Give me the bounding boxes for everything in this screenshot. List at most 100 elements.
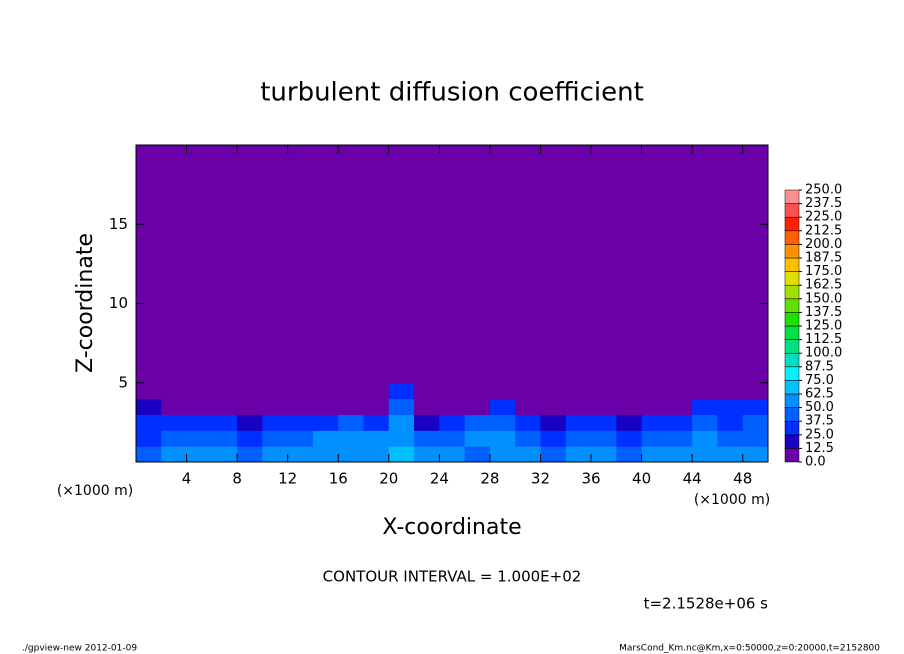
field-cell [338,366,365,384]
field-cell [464,430,491,447]
field-cell [515,398,541,415]
field-cell [338,398,365,415]
colorbar-label: 125.0 [805,319,842,334]
colorbar-label: 37.5 [805,414,834,429]
colorbar-label: 0.0 [805,455,826,470]
colorbar-band [784,352,800,368]
field-cell [540,446,567,463]
colorbar-label: 187.5 [805,251,842,266]
field-cell [641,366,668,384]
field-cell [742,398,769,415]
field-cell [641,398,668,415]
field-cell [414,430,440,447]
field-cell [287,382,314,400]
field-cell [363,414,390,431]
field-cell [312,398,339,415]
field-cell [489,351,516,368]
field-cell [414,366,440,384]
field-cell [211,382,238,400]
field-cell [464,351,491,368]
field-cell [211,398,238,415]
field-cell [363,430,390,447]
field-cell [591,446,617,463]
colorbar-label: 50.0 [805,400,834,415]
colorbar-band [784,380,800,395]
field-cell [287,446,314,463]
field-cell [388,414,415,431]
field-cell [186,398,213,415]
field-cell [515,430,541,447]
colorbar-band [784,203,800,218]
y-axis-label: Z-coordinate [73,233,98,373]
chart-title: turbulent diffusion coefficient [260,78,644,108]
field-cell [666,414,693,431]
colorbar-band [784,230,800,245]
field-cell [439,382,466,400]
colorbar-band [784,393,800,408]
field-cell [565,446,592,463]
field-cell [211,366,238,384]
field-cell [616,430,643,447]
field-cell [591,430,617,447]
field-cell [692,366,718,384]
field-cell [287,398,314,415]
field-cell [136,446,162,463]
field-cell [641,430,668,447]
y-tick-label: 15 [109,215,128,233]
field-cell [211,414,238,431]
field-cell [742,414,769,431]
field-cell [540,414,567,431]
field-cell [414,414,440,431]
x-tick-label: 40 [632,470,651,488]
field-cell [312,366,339,384]
colorbar-label: 62.5 [805,387,834,402]
field-cell [666,446,693,463]
colorbar-band [784,434,800,449]
field-cell [616,414,643,431]
colorbar-label: 75.0 [805,373,834,388]
field-cell [717,430,744,447]
field-cell [565,430,592,447]
colorbar-label: 150.0 [805,291,842,306]
colorbar-band [784,366,800,381]
field-cell [439,446,466,463]
field-cell [439,414,466,431]
field-cell [742,366,769,384]
field-cell [312,351,339,368]
field-cell [262,351,289,368]
colorbar-band [784,189,800,204]
field-cell [237,446,263,463]
field-cell [515,446,541,463]
field-cell [489,446,516,463]
field-cell [565,414,592,431]
field-cell [338,351,365,368]
field-cell [717,446,744,463]
contour-interval: CONTOUR INTERVAL = 1.000E+02 [323,568,582,586]
field-cell [464,414,491,431]
field-cell [439,366,466,384]
field-cell [363,446,390,463]
field-cell [338,414,365,431]
x-tick-label: 16 [329,470,348,488]
field-cell [237,398,263,415]
colorbar-label: 137.5 [805,305,842,320]
field-cell [262,446,289,463]
field-cell [312,446,339,463]
field-cell [692,430,718,447]
field-cell [616,446,643,463]
field-cell [414,446,440,463]
field-cell [287,414,314,431]
field-cell [388,446,415,463]
field-cell [161,398,188,415]
field-cell [439,430,466,447]
field-cell [262,382,289,400]
field-cell [211,430,238,447]
field-cell [742,430,769,447]
field-cell [666,366,693,384]
colorbar-label: 162.5 [805,278,842,293]
field-cell [136,366,162,384]
field-cell [641,414,668,431]
field-cell [363,382,390,400]
field-cell [641,351,668,368]
field-cell [489,398,516,415]
